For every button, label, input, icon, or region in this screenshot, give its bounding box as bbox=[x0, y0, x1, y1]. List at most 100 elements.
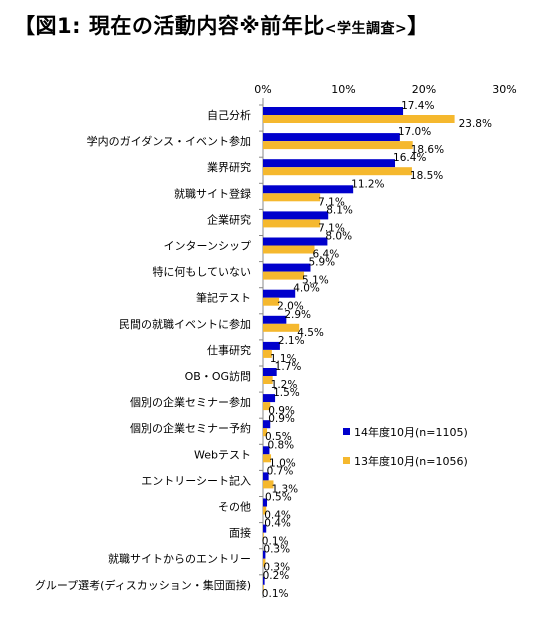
bar-2014 bbox=[263, 576, 265, 585]
bar-2013 bbox=[263, 271, 305, 280]
bar-2014 bbox=[263, 394, 276, 403]
bar-2013 bbox=[263, 376, 273, 384]
data-label-2014: 11.2% bbox=[351, 178, 384, 190]
bar-2014 bbox=[263, 524, 267, 533]
data-label-2014: 0.7% bbox=[267, 465, 294, 477]
data-label-2014: 16.4% bbox=[393, 152, 426, 164]
bar-2014 bbox=[263, 315, 287, 324]
bar-2013 bbox=[263, 558, 266, 567]
data-label-2014: 0.9% bbox=[268, 413, 295, 425]
bar-2013 bbox=[263, 532, 264, 541]
legend-swatch-2013 bbox=[343, 457, 350, 464]
bar-2013 bbox=[263, 480, 274, 489]
category-label: 業界研究 bbox=[207, 160, 251, 174]
category-label: 個別の企業セミナー予約 bbox=[130, 421, 251, 435]
data-label-2013: 7.1% bbox=[318, 196, 345, 208]
bar-2014 bbox=[263, 133, 400, 142]
bar-2013 bbox=[263, 584, 264, 593]
bar-2014 bbox=[263, 185, 354, 194]
x-tick-label: 10% bbox=[331, 83, 355, 96]
data-label-2013: 0.9% bbox=[268, 405, 295, 417]
category-label: インターンシップ bbox=[164, 240, 251, 253]
data-label-2014: 4.0% bbox=[293, 283, 320, 295]
legend-swatch-2014 bbox=[343, 428, 350, 435]
data-label-2013: 1.2% bbox=[271, 379, 298, 391]
category-label: OB・OG訪問 bbox=[185, 369, 251, 383]
data-label-2013: 4.5% bbox=[297, 327, 324, 339]
x-tick-label: 20% bbox=[412, 83, 436, 96]
category-label: 面接 bbox=[229, 527, 251, 540]
bar-2013 bbox=[263, 428, 268, 437]
bar-2013 bbox=[263, 141, 413, 150]
category-label: 就職サイトからのエントリー bbox=[108, 552, 251, 566]
data-label-2013: 7.1% bbox=[318, 222, 345, 234]
bar-2014 bbox=[263, 368, 277, 376]
bar-2013 bbox=[263, 506, 267, 515]
data-label-2014: 2.1% bbox=[278, 335, 305, 347]
data-label-2014: 1.7% bbox=[275, 361, 302, 373]
data-label-2013: 0.3% bbox=[263, 562, 290, 574]
bar-2013 bbox=[263, 323, 300, 332]
category-label: グループ選考(ディスカッション・集団面接) bbox=[35, 578, 251, 592]
bar-2014 bbox=[263, 420, 271, 429]
category-label: 学内のガイダンス・イベント参加 bbox=[87, 134, 251, 148]
data-label-2013: 0.5% bbox=[265, 431, 292, 443]
category-label: 民間の就職イベントに参加 bbox=[119, 317, 251, 331]
data-label-2014: 17.4% bbox=[401, 100, 434, 112]
category-label: 特に何もしていない bbox=[152, 265, 251, 279]
data-label-2014: 5.9% bbox=[308, 257, 335, 269]
data-label-2013: 0.1% bbox=[262, 536, 289, 548]
title-subtitle: <学生調査> bbox=[324, 21, 408, 37]
bar-2014 bbox=[263, 263, 311, 272]
legend-label-2014: 14年度10月(n=1105) bbox=[354, 425, 468, 439]
data-label-2013: 18.6% bbox=[411, 144, 444, 156]
data-label-2014: 0.5% bbox=[265, 492, 292, 504]
bar-2014 bbox=[263, 107, 404, 115]
bar-2013 bbox=[263, 245, 315, 254]
category-label: 就職サイト登録 bbox=[174, 186, 251, 200]
data-label-2014: 0.4% bbox=[264, 518, 291, 530]
category-label: 企業研究 bbox=[207, 212, 251, 226]
bar-2014 bbox=[263, 237, 328, 246]
x-tick-label: 0% bbox=[254, 83, 271, 96]
category-label: 筆記テスト bbox=[196, 291, 251, 305]
data-label-2013: 0.1% bbox=[262, 588, 289, 600]
category-label: その他 bbox=[218, 501, 251, 514]
bar-2014 bbox=[263, 498, 268, 507]
data-label-2014: 1.5% bbox=[273, 387, 300, 399]
data-label-2014: 0.2% bbox=[263, 570, 290, 582]
data-label-2014: 0.3% bbox=[263, 544, 290, 556]
bar-2013 bbox=[263, 297, 280, 306]
data-label-2013: 1.0% bbox=[269, 457, 296, 469]
bar-2013 bbox=[263, 402, 271, 411]
bar-2014 bbox=[263, 159, 396, 168]
x-tick-label: 30% bbox=[492, 83, 516, 96]
category-label: エントリーシート記入 bbox=[141, 473, 251, 487]
bar-2013 bbox=[263, 193, 321, 202]
bar-2014 bbox=[263, 211, 329, 220]
title-close-bracket: 】 bbox=[407, 14, 429, 38]
bar-2014 bbox=[263, 472, 269, 481]
bar-2013 bbox=[263, 115, 455, 123]
data-label-2013: 0.4% bbox=[264, 510, 291, 522]
data-label-2013: 2.0% bbox=[277, 301, 304, 313]
data-label-2013: 1.3% bbox=[271, 483, 298, 495]
data-label-2014: 8.1% bbox=[326, 204, 353, 216]
data-label-2014: 8.0% bbox=[325, 231, 352, 243]
bar-2014 bbox=[263, 446, 270, 455]
bar-2013 bbox=[263, 167, 412, 176]
bar-2013 bbox=[263, 454, 272, 463]
bar-2014 bbox=[263, 550, 266, 559]
chart-title: 【図1: 現在の活動内容※前年比<学生調査>】 bbox=[14, 10, 429, 40]
title-main: 【図1: 現在の活動内容※前年比 bbox=[14, 14, 325, 38]
data-label-2013: 18.5% bbox=[410, 170, 443, 182]
data-label-2013: 1.1% bbox=[270, 353, 297, 365]
category-label: Webテスト bbox=[194, 448, 251, 461]
data-label-2014: 0.8% bbox=[267, 439, 294, 451]
bar-2014 bbox=[263, 289, 296, 298]
bar-2013 bbox=[263, 219, 321, 228]
legend-label-2013: 13年度10月(n=1056) bbox=[354, 454, 468, 468]
data-label-2013: 23.8% bbox=[459, 118, 492, 130]
data-label-2013: 6.4% bbox=[313, 249, 340, 261]
